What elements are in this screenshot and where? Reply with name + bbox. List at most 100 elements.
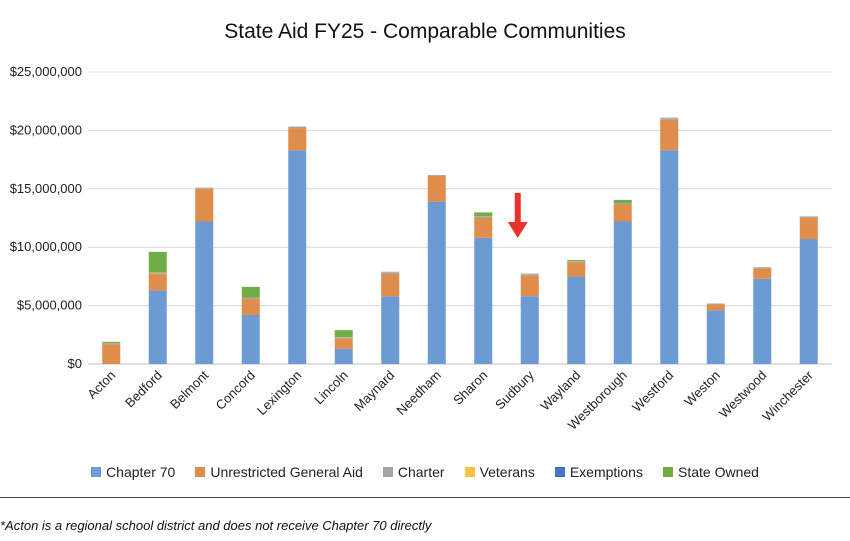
bar-segment [427,201,446,364]
legend-label: Charter [397,464,445,480]
bar-segment [195,221,214,364]
bar-segment [799,239,818,364]
bar-segment [195,188,214,222]
bar-segment [660,150,679,364]
x-tick-label: Needham [393,368,443,418]
x-tick-label: Maynard [351,368,397,414]
y-tick-label: $0 [68,356,82,371]
bar-segment [334,348,353,364]
legend-item: Exemptions [554,464,643,480]
bar-segment [427,175,446,202]
y-tick-label: $20,000,000 [10,122,82,137]
legend-item: Unrestricted General Aid [195,464,363,480]
bar-segment [613,203,632,204]
x-tick-label: Acton [84,368,118,402]
bar-segment [334,330,353,338]
bar-segment [148,273,167,275]
x-tick-label: Lexington [254,368,304,418]
bar-segment [706,304,725,311]
legend-swatch [662,467,673,477]
bar-segment [381,274,400,297]
legend-item: Charter [382,464,445,480]
bar-segment [520,275,539,297]
bar-segment [148,272,167,274]
annotation-arrow [507,193,528,238]
bar-segment [474,216,493,218]
bar-segment [660,119,679,151]
x-tick-label: Sudbury [492,367,537,412]
legend-swatch [464,467,475,477]
bar-segment [474,212,493,217]
legend-label: Veterans [479,464,535,480]
bar-segment [613,221,632,364]
chart-plot: $0 $5,000,000 $10,000,000 $15,000,000 $20,00… [10,64,832,433]
bar-segment [288,126,307,129]
bar-segment [567,262,586,277]
y-tick-label: $5,000,000 [17,298,82,313]
bar-segment [241,314,260,364]
bar-segment [102,344,121,364]
bar-segment [706,310,725,364]
bar-segment [148,290,167,364]
bar-segment [427,175,446,176]
bar-segment [567,260,586,262]
bar-segment [520,274,539,276]
y-tick-label: $15,000,000 [10,181,82,196]
legend-swatch [554,467,565,477]
bar-segment [334,337,353,339]
bar-segment [753,268,772,279]
bar-segment [706,303,725,305]
legend-label: State Owned [677,464,759,480]
x-tick-label: Concord [213,368,258,413]
bar-segment [474,218,493,238]
legend-item: Veterans [464,464,535,480]
chart-title: State Aid FY25 - Comparable Communities [224,20,626,43]
bar-segment [567,261,586,263]
bar-segment [613,199,632,204]
bar-segment [474,237,493,364]
x-tick-label: Bedford [122,368,165,411]
bar-segment [102,343,121,345]
x-tick-label: Weston [681,368,723,410]
y-tick-label: $25,000,000 [10,64,82,79]
x-tick-label: Wayland [537,368,583,414]
divider [0,497,850,498]
bar-segment [102,341,121,344]
x-tick-label: Sharon [450,368,490,408]
footnote: *Acton is a regional school district and… [0,518,432,533]
legend-label: Chapter 70 [106,464,176,480]
legend-item: Chapter 70 [91,464,175,480]
legend-swatch [91,467,102,477]
legend-label: Unrestricted General Aid [210,464,363,480]
bar-segment [799,216,818,218]
chart-frame: State Aid FY25 - Comparable Communities … [0,20,850,480]
bar-segment [241,298,260,315]
bar-segment [288,128,307,151]
bar-segment [241,298,260,299]
bar-segment [241,286,260,298]
legend-swatch [195,467,206,477]
bar-segment [613,203,632,222]
bar-segment [381,272,400,275]
bar-segment [195,188,214,189]
bar-segment [148,251,167,273]
bar-segment [148,274,167,291]
legend-item: State Owned [662,464,759,480]
bar-segment [520,296,539,364]
legend-swatch [382,467,393,477]
x-tick-label: Westford [629,368,676,415]
bar-segment [288,150,307,364]
chart-legend: Chapter 70 Unrestricted General Aid Charte… [0,464,850,480]
x-tick-label: Belmont [167,367,212,412]
x-tick-label: Winchester [759,367,816,424]
x-tick-label: Lincoln [311,368,351,408]
bar-segment [660,118,679,120]
y-tick-label: $10,000,000 [10,239,82,254]
bar-segment [753,267,772,269]
bar-segment [381,296,400,364]
bar-segment [799,218,818,240]
bar-segment [567,276,586,364]
bar-segment [753,278,772,364]
bar-segment [334,338,353,349]
legend-label: Exemptions [569,464,643,480]
